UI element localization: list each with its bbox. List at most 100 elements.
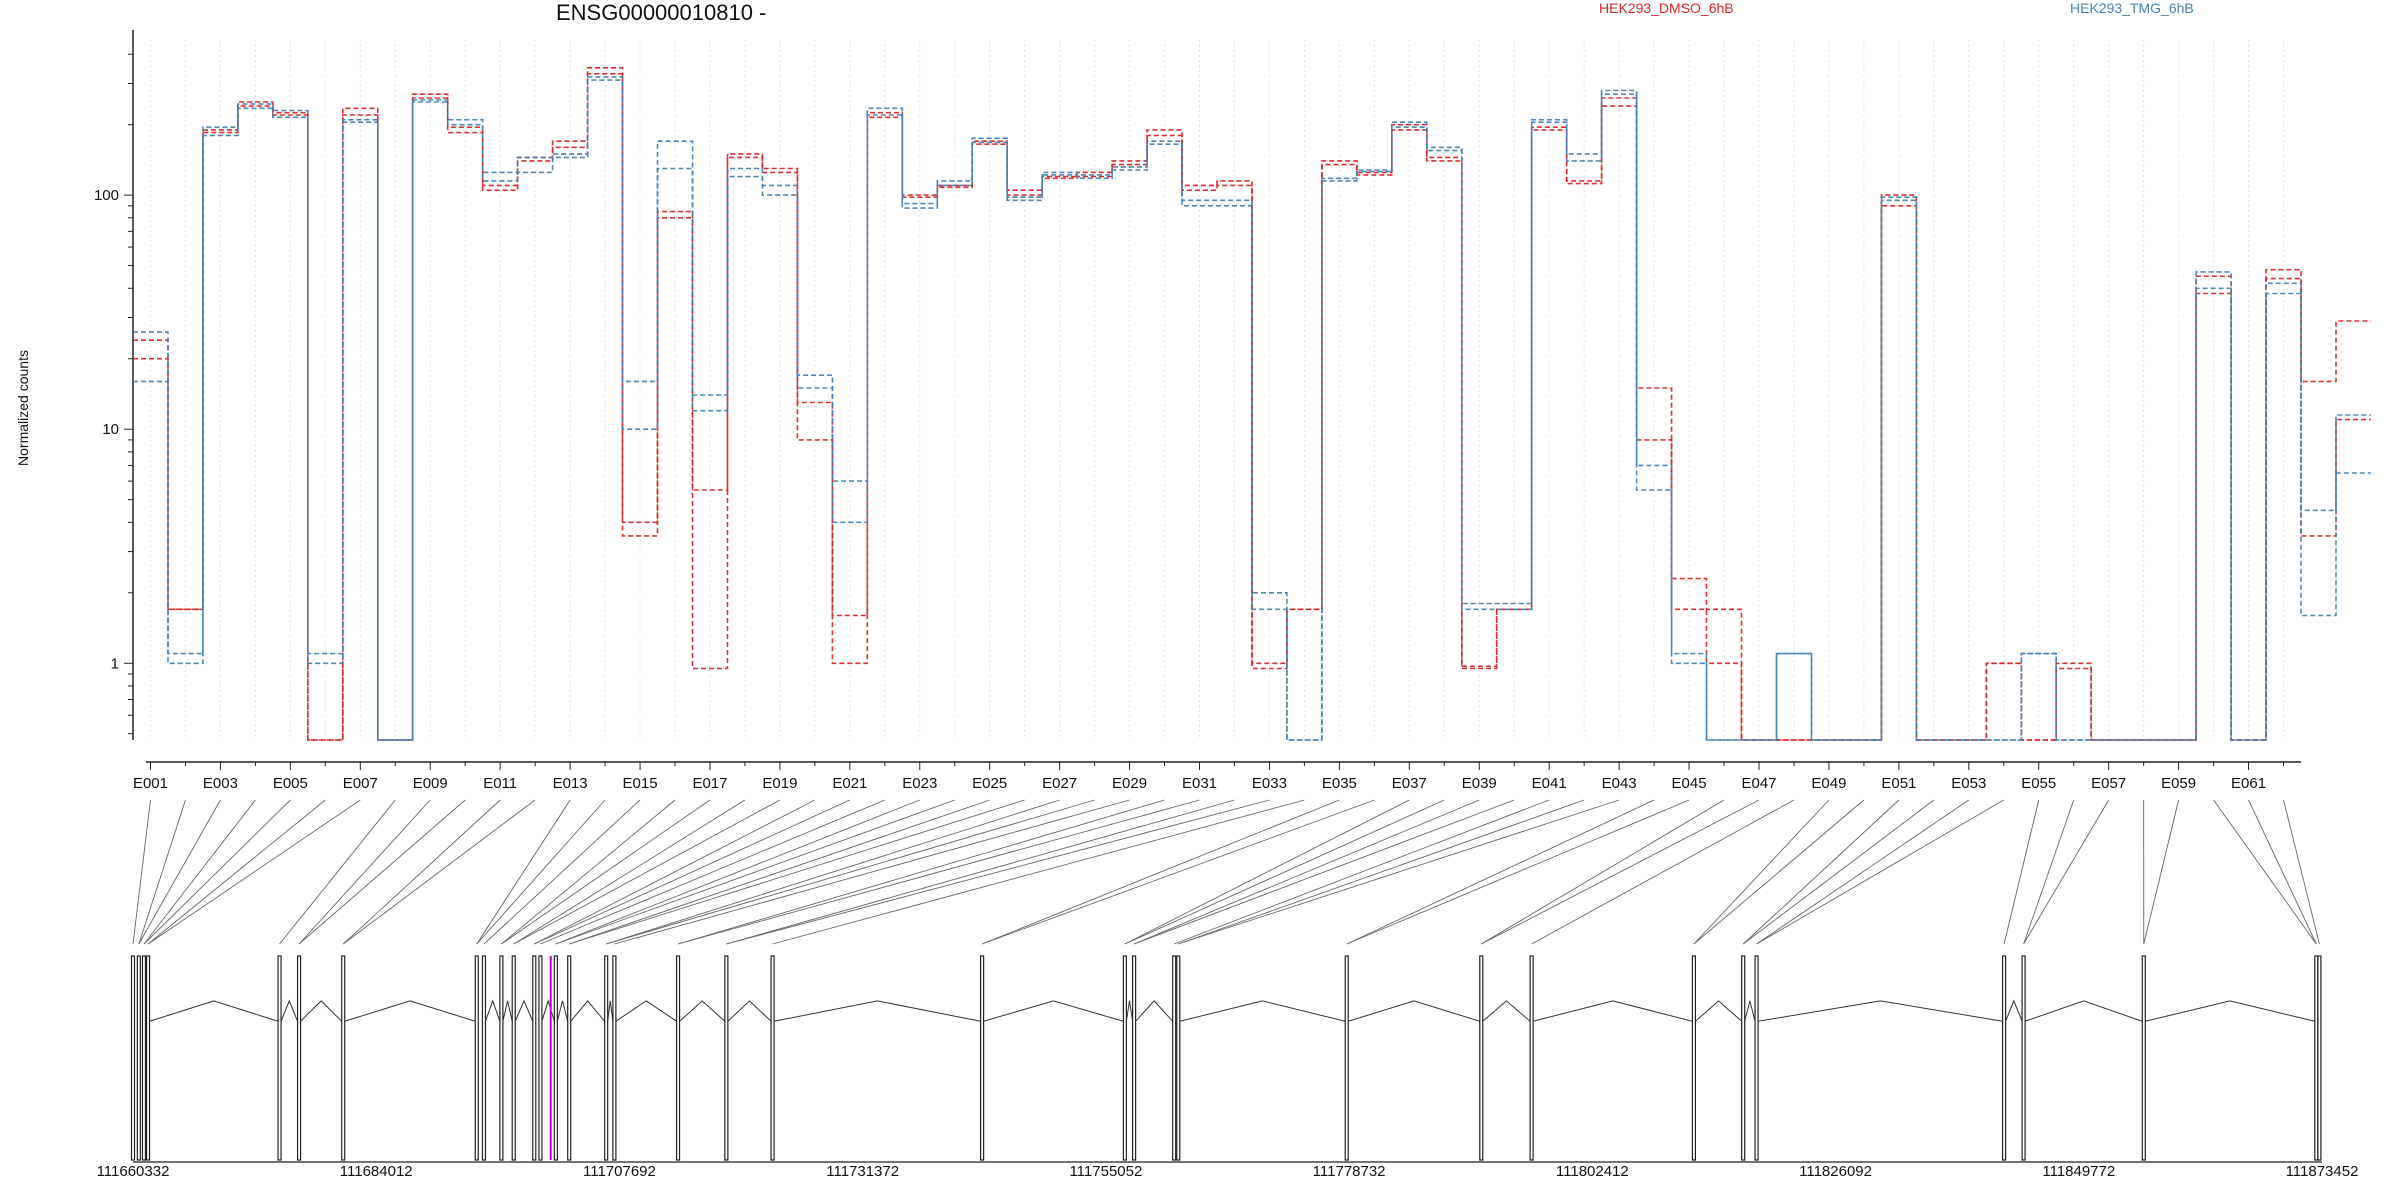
- x-tick-label: E043: [1602, 775, 1637, 792]
- exon-box: [1176, 955, 1181, 1161]
- genomic-tick-label: 111731372: [826, 1163, 899, 1180]
- exon-connector: [476, 799, 606, 945]
- exon-box: [130, 955, 136, 1161]
- exon-box: [675, 955, 681, 1161]
- exon-connector: [1133, 799, 1480, 945]
- x-tick-label: E045: [1672, 775, 1707, 792]
- x-tick-label: E051: [1881, 775, 1916, 792]
- x-tick-label: E021: [832, 775, 867, 792]
- exon-box: [511, 955, 516, 1161]
- exon-connector: [1174, 799, 1550, 945]
- intron-line: [615, 1000, 677, 1022]
- intron-line: [300, 1000, 343, 1022]
- series-line: [133, 76, 2371, 741]
- x-tick-label: E061: [2231, 775, 2266, 792]
- intron-line: [679, 1000, 726, 1022]
- x-tick-label: E005: [273, 775, 308, 792]
- x-tick-label: E019: [762, 775, 797, 792]
- exon-box: [2021, 955, 2026, 1161]
- exon-connector: [513, 799, 746, 945]
- exon-box: [604, 955, 609, 1161]
- x-tick-label: E049: [1811, 775, 1846, 792]
- exon-connector: [534, 799, 816, 945]
- intron-line: [773, 1000, 981, 1022]
- genomic-tick-label: 111755052: [1069, 1163, 1142, 1180]
- exon-connector: [1742, 799, 1900, 945]
- genomic-tick-label: 111826092: [1799, 1163, 1872, 1180]
- exon-connector: [1481, 799, 1725, 945]
- exon-connector: [555, 799, 920, 945]
- exon-connector: [569, 799, 1025, 945]
- exon-connector: [143, 799, 291, 945]
- exon-box: [567, 955, 572, 1161]
- chart-title: ENSG00000010810 -: [556, 0, 767, 25]
- x-tick-label: E037: [1392, 775, 1427, 792]
- intron-line: [1757, 1000, 2003, 1022]
- y-tick-label: 100: [94, 187, 119, 204]
- exon-connector: [555, 799, 955, 945]
- genomic-tick-label: 111802412: [1556, 1163, 1629, 1180]
- exon-box: [2317, 955, 2322, 1161]
- exon-connector: [1124, 799, 1445, 945]
- exon-connector: [298, 799, 431, 945]
- exon-box: [770, 955, 775, 1161]
- exon-connector: [143, 799, 256, 945]
- exon-connector: [677, 799, 1200, 945]
- exon-box: [341, 955, 346, 1161]
- intron-line: [556, 1000, 569, 1022]
- exon-connector: [1124, 799, 1410, 945]
- exon-box: [724, 955, 729, 1161]
- exon-connector: [1178, 799, 1620, 945]
- exon-connector: [147, 799, 326, 945]
- exon-connector: [772, 799, 1305, 945]
- intron-line: [983, 1000, 1124, 1022]
- exon-box: [141, 955, 147, 1161]
- intron-line: [570, 1000, 606, 1022]
- y-tick-label: 10: [102, 421, 119, 438]
- x-tick-label: E023: [902, 775, 937, 792]
- x-tick-label: E027: [1042, 775, 1077, 792]
- x-tick-label: E001: [133, 775, 168, 792]
- exon-connector: [1756, 799, 1970, 945]
- exon-connector: [342, 799, 501, 945]
- exon-connector: [1133, 799, 1515, 945]
- x-tick-label: E003: [203, 775, 238, 792]
- genomic-tick-label: 111873452: [2286, 1163, 2359, 1180]
- exon-connector: [1346, 799, 1655, 945]
- exon-box: [1132, 955, 1137, 1161]
- exon-connector: [981, 799, 1375, 945]
- exon-box: [277, 955, 282, 1161]
- x-tick-label: E057: [2091, 775, 2126, 792]
- x-tick-label: E015: [623, 775, 658, 792]
- exon-box: [1479, 955, 1484, 1161]
- genomic-tick-label: 111660332: [97, 1163, 170, 1180]
- exon-connector: [1531, 799, 1795, 945]
- genomic-tick-label: 111684012: [340, 1163, 413, 1180]
- exon-box: [136, 955, 141, 1161]
- x-tick-label: E039: [1462, 775, 1497, 792]
- exon-connector: [483, 799, 641, 945]
- exon-connector: [298, 799, 466, 945]
- exon-box: [1172, 955, 1177, 1161]
- x-tick-label: E031: [1182, 775, 1217, 792]
- exon-connector: [501, 799, 711, 945]
- intron-line: [484, 999, 501, 1022]
- exon-connector: [513, 799, 781, 945]
- exon-box: [1344, 955, 1349, 1161]
- genomic-tick-label: 111778732: [1313, 1163, 1386, 1180]
- exon-box: [538, 955, 543, 1161]
- exon-box: [532, 955, 537, 1161]
- legend-tmg: HEK293_TMG_6hB: [2070, 0, 2194, 16]
- series-line: [133, 73, 2371, 741]
- exon-box: [1529, 955, 1534, 1161]
- intron-line: [2024, 1000, 2143, 1022]
- exon-connector: [726, 799, 1235, 945]
- x-tick-label: E017: [692, 775, 727, 792]
- x-tick-label: E011: [483, 775, 517, 792]
- exon-box: [296, 955, 302, 1161]
- intron-line: [502, 1000, 513, 1022]
- intron-line: [2005, 999, 2023, 1022]
- exon-box: [481, 955, 487, 1161]
- intron-line: [1744, 1000, 1756, 1022]
